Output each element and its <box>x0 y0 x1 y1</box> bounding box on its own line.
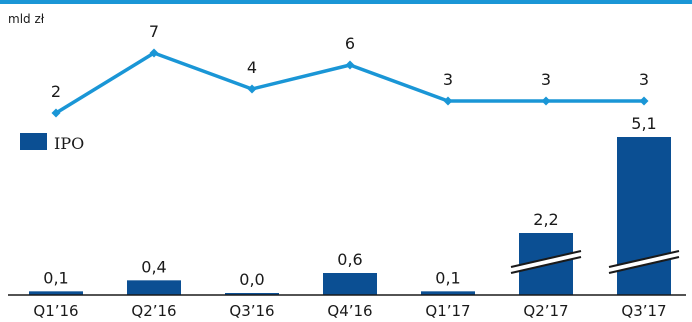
bar-value-label-5: 0,1 <box>435 268 460 287</box>
bar-4 <box>323 273 377 295</box>
bar-value-label-4: 0,6 <box>337 250 362 269</box>
bar-5 <box>421 291 475 295</box>
bar-2 <box>127 280 181 295</box>
bar-value-label-1: 0,1 <box>43 268 68 287</box>
line-value-label-3: 4 <box>247 58 257 77</box>
bar-value-label-2: 0,4 <box>141 257 166 276</box>
axis-break-line-6-2 <box>510 256 582 274</box>
line-point-1 <box>51 108 61 118</box>
line-point-7 <box>639 96 649 106</box>
line-point-6 <box>541 96 551 106</box>
line-point-5 <box>443 96 453 106</box>
x-tick-label-1: Q1’16 <box>33 302 78 320</box>
line-value-label-7: 3 <box>639 70 649 89</box>
x-tick-label-7: Q3’17 <box>621 302 666 320</box>
bar-value-label-7: 5,1 <box>631 114 656 133</box>
line-point-4 <box>345 60 355 70</box>
bar-7 <box>617 137 671 295</box>
axis-break-line-6-1 <box>510 250 582 268</box>
axis-break-band-7 <box>609 251 679 273</box>
x-tick-label-2: Q2’16 <box>131 302 176 320</box>
bar-1 <box>29 291 83 295</box>
line-value-label-2: 7 <box>149 22 159 41</box>
line-value-label-6: 3 <box>541 70 551 89</box>
x-axis-ticks: Q1’16 Q2’16 Q3’16 Q4’16 Q1’17 Q2’17 Q3’17 <box>33 302 666 320</box>
bar-value-label-3: 0,0 <box>239 270 264 289</box>
line-series: 2 7 4 6 3 3 3 <box>51 22 649 118</box>
line-point-2 <box>149 48 159 58</box>
legend-swatch-ipo <box>20 133 47 150</box>
x-tick-label-5: Q1’17 <box>425 302 470 320</box>
axis-break-line-7-2 <box>608 256 680 274</box>
axis-break-band-6 <box>511 251 581 273</box>
bar-series: 0,1 0,4 0,0 0,6 0,1 2,2 5,1 <box>29 114 680 295</box>
unit-label: mld zł <box>8 12 45 26</box>
legend: IPO <box>20 133 84 153</box>
bar-value-label-6: 2,2 <box>533 210 558 229</box>
x-tick-label-4: Q4’16 <box>327 302 372 320</box>
line-value-label-1: 2 <box>51 82 61 101</box>
line-value-label-5: 3 <box>443 70 453 89</box>
legend-label-ipo: IPO <box>54 134 84 153</box>
x-tick-label-6: Q2’17 <box>523 302 568 320</box>
x-tick-label-3: Q3’16 <box>229 302 274 320</box>
bar-3 <box>225 293 279 295</box>
axis-break-line-7-1 <box>608 250 680 268</box>
line-point-3 <box>247 84 257 94</box>
line-value-label-4: 6 <box>345 34 355 53</box>
